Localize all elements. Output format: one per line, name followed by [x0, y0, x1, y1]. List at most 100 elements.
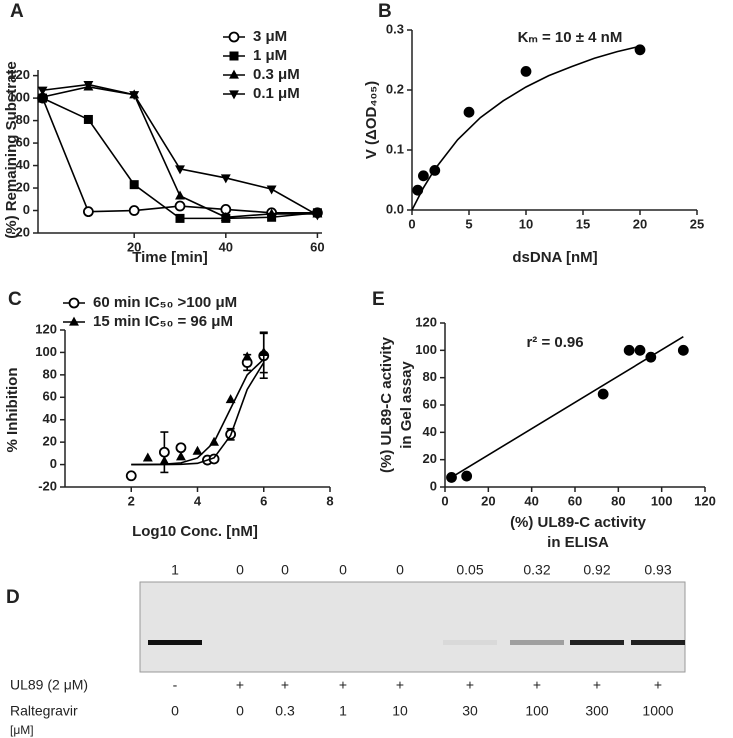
x-tick-label: 80	[611, 493, 625, 508]
data-point	[446, 472, 457, 483]
y-tick-label: 100	[8, 90, 30, 105]
data-point	[597, 388, 609, 400]
x-tick-label: 6	[260, 493, 267, 508]
legend-marker	[68, 297, 80, 309]
row-cell: 0.3	[275, 703, 295, 719]
x-axis-label: dsDNA [nM]	[512, 249, 597, 266]
y-tick-label: 0	[430, 478, 437, 493]
y-axis-label: in Gel assay	[398, 361, 415, 449]
band-value: 0.05	[456, 562, 483, 578]
x-tick-label: 10	[519, 216, 533, 231]
legend-label: 0.3 μM	[253, 66, 300, 83]
band-value: 0	[396, 562, 404, 578]
y-tick-label: 80	[43, 366, 57, 381]
data-point	[266, 208, 277, 218]
y-tick-label: 100	[35, 344, 57, 359]
data-point	[677, 344, 689, 356]
data-point	[175, 165, 185, 175]
annotation: Kₘ = 10 ± 4 nM	[518, 29, 623, 46]
row-cell: +	[339, 677, 347, 693]
panel-label: C	[8, 289, 22, 310]
y-tick-label: 120	[35, 321, 57, 336]
band-value: 0	[339, 562, 347, 578]
panel-label: A	[10, 1, 24, 22]
y-tick-label: 0.0	[386, 201, 404, 216]
gel-band	[148, 640, 202, 645]
data-point	[417, 170, 429, 182]
x-tick-label: 0	[408, 216, 415, 231]
legend-marker	[228, 31, 240, 43]
legend-marker	[229, 90, 239, 100]
x-tick-label: 4	[194, 493, 202, 508]
y-tick-label: 0.2	[386, 81, 404, 96]
row-cell: 1000	[642, 703, 673, 719]
y-axis-label: % Inhibition	[4, 368, 21, 453]
x-tick-label: 25	[690, 216, 704, 231]
y-tick-label: 0	[50, 456, 57, 471]
row-cell: +	[533, 677, 541, 693]
legend-marker	[229, 69, 239, 79]
y-axis-label: (%) Remaining Substrate	[3, 61, 20, 239]
data-point	[175, 190, 185, 200]
data-point	[258, 347, 269, 357]
row-unit: [μM]	[10, 723, 34, 737]
row-label: Raltegravir	[10, 703, 78, 719]
band-value: 0.92	[583, 562, 610, 578]
gel-band	[570, 640, 624, 645]
row-cell: +	[466, 677, 474, 693]
data-point	[175, 213, 185, 223]
x-axis-label: Log10 Conc. [nM]	[132, 523, 258, 540]
row-cell: 30	[462, 703, 478, 719]
data-point	[175, 442, 187, 454]
y-tick-label: -20	[38, 478, 57, 493]
x-axis-label: Time [min]	[132, 249, 208, 266]
data-point	[175, 451, 186, 461]
band-value: 0	[236, 562, 244, 578]
data-point	[242, 351, 253, 361]
band-value: 0.32	[523, 562, 550, 578]
x-tick-label: 0	[441, 493, 448, 508]
x-tick-label: 2	[128, 493, 135, 508]
row-cell: -	[173, 677, 178, 693]
y-axis-label: (%) UL89-C activity	[378, 336, 395, 473]
gel-band	[631, 640, 685, 645]
y-tick-label: 60	[43, 389, 57, 404]
panel-label: E	[372, 289, 385, 310]
x-tick-label: 60	[310, 239, 324, 254]
row-cell: 10	[392, 703, 408, 719]
row-cell: +	[396, 677, 404, 693]
x-tick-label: 20	[481, 493, 495, 508]
row-cell: 300	[585, 703, 609, 719]
data-point	[463, 106, 475, 118]
gel-image	[139, 581, 686, 673]
x-tick-label: 40	[219, 239, 233, 254]
data-point	[82, 206, 94, 218]
annotation: r² = 0.96	[526, 334, 583, 351]
data-point	[129, 91, 140, 101]
panel-label: B	[378, 1, 392, 22]
x-tick-label: 20	[633, 216, 647, 231]
y-tick-label: 40	[43, 411, 57, 426]
legend-label: 3 μM	[253, 28, 287, 45]
x-tick-label: 40	[524, 493, 538, 508]
y-tick-label: 0.1	[386, 141, 404, 156]
data-point	[520, 66, 532, 77]
x-tick-label: 60	[568, 493, 582, 508]
gel-band	[510, 640, 564, 645]
y-tick-label: 20	[423, 451, 437, 466]
series-line	[411, 45, 641, 211]
legend-label: 1 μM	[253, 47, 287, 64]
data-point	[634, 344, 646, 356]
y-tick-label: 100	[415, 342, 437, 357]
band-value: 1	[171, 562, 179, 578]
row-cell: 0	[171, 703, 179, 719]
x-tick-label: 8	[326, 493, 333, 508]
band-value: 0	[281, 562, 289, 578]
data-point	[129, 180, 139, 190]
data-point	[128, 205, 140, 216]
data-point	[159, 455, 170, 465]
y-axis-label: V (ΔOD₄₀₅)	[363, 81, 380, 159]
y-tick-label: 20	[16, 179, 30, 194]
y-tick-label: 0.3	[386, 21, 404, 36]
